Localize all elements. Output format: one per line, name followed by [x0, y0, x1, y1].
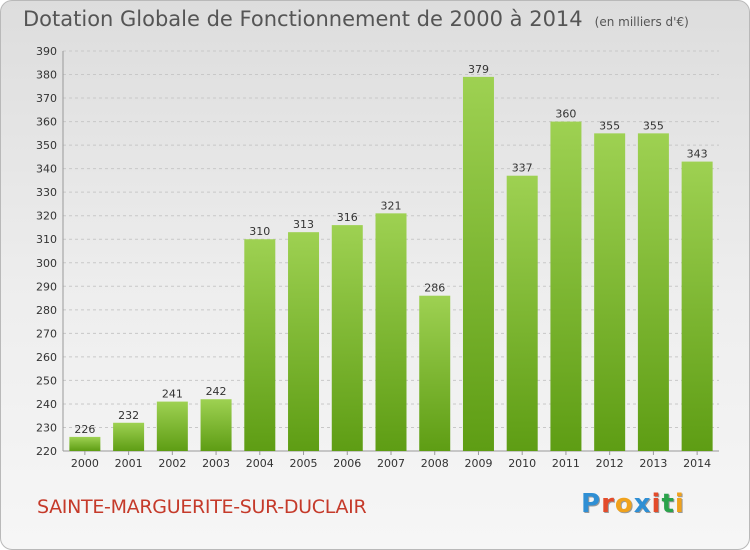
y-tick-label: 300	[36, 257, 57, 270]
y-tick-label: 390	[36, 45, 57, 58]
data-label-2014: 343	[687, 148, 708, 161]
x-tick-label: 2014	[683, 457, 711, 470]
logo-letter: i	[674, 489, 685, 519]
x-tick-label: 2009	[464, 457, 492, 470]
data-label-2011: 360	[555, 108, 576, 121]
logo-letter: t	[661, 489, 675, 519]
y-tick-label: 230	[36, 421, 57, 434]
y-tick-label: 310	[36, 233, 57, 246]
y-tick-label: 290	[36, 280, 57, 293]
logo-letter: P	[581, 489, 602, 519]
bar-2002	[156, 401, 188, 451]
data-label-2007: 321	[381, 199, 402, 212]
bar-2010	[506, 175, 538, 452]
x-tick-label: 2008	[421, 457, 449, 470]
x-tick-labels: 2000 2001 2002 2003 2004 2005 2006 2007 2008 2009…	[71, 457, 711, 470]
x-tick-label: 2002	[158, 457, 186, 470]
data-label-2005: 313	[293, 218, 314, 231]
bar-2006	[331, 225, 363, 451]
y-tick-label: 260	[36, 351, 57, 364]
x-tick-label: 2012	[596, 457, 624, 470]
y-tick-label: 280	[36, 304, 57, 317]
y-tick-labels: 220 230 240 250 260 270 280 290 300 310 320 330 340 3…	[36, 45, 57, 458]
x-tick-label: 2007	[377, 457, 405, 470]
data-label-2010: 337	[512, 162, 533, 175]
bar-2013	[637, 133, 669, 451]
data-label-2009: 379	[468, 63, 489, 76]
chart-unit: (en milliers d'€)	[594, 15, 689, 29]
data-label-2002: 241	[162, 388, 183, 401]
x-tick-label: 2010	[508, 457, 536, 470]
logo-letter: o	[614, 489, 634, 519]
bar-2004	[244, 239, 276, 451]
data-label-2006: 316	[337, 211, 358, 224]
y-tick-label: 350	[36, 139, 57, 152]
x-tick-label: 2000	[71, 457, 99, 470]
x-tick-label: 2004	[246, 457, 274, 470]
data-label-2004: 310	[249, 225, 270, 238]
data-label-2008: 286	[424, 282, 445, 295]
logo-letter: x	[633, 489, 652, 519]
logo-letter: r	[601, 489, 615, 519]
y-tick-label: 220	[36, 445, 57, 458]
y-tick-label: 360	[36, 116, 57, 129]
chart-title-text: Dotation Globale de Fonctionnement de 20…	[23, 7, 583, 31]
bar-2005	[288, 232, 320, 451]
bar-2007	[375, 213, 407, 451]
data-label-2001: 232	[118, 409, 139, 422]
bar-2008	[419, 295, 451, 451]
y-tick-label: 250	[36, 374, 57, 387]
proxiti-logo: Proxiti	[581, 489, 685, 519]
x-tick-label: 2013	[639, 457, 667, 470]
x-tick-label: 2011	[552, 457, 580, 470]
bar-2000	[69, 436, 101, 451]
data-label-2000: 226	[74, 423, 95, 436]
data-label-2012: 355	[599, 119, 620, 132]
y-tick-label: 320	[36, 210, 57, 223]
x-tick-label: 2005	[290, 457, 318, 470]
logo-letter: i	[651, 489, 662, 519]
commune-name: SAINTE-MARGUERITE-SUR-DUCLAIR	[37, 496, 367, 518]
bar-2014	[681, 161, 713, 451]
bar-2011	[550, 121, 582, 452]
x-tick-label: 2003	[202, 457, 230, 470]
chart-title: Dotation Globale de Fonctionnement de 20…	[23, 7, 689, 31]
data-label-2013: 355	[643, 119, 664, 132]
bar-2001	[113, 422, 145, 451]
y-tick-label: 340	[36, 163, 57, 176]
bar-2009	[462, 76, 494, 451]
y-tick-label: 380	[36, 69, 57, 82]
data-labels: 226 232 241 242 310 313 316 321 286 379 337 360 355 3…	[74, 63, 707, 436]
bar-2003	[200, 399, 232, 451]
bars	[69, 76, 713, 452]
x-tick-label: 2001	[115, 457, 143, 470]
y-tick-label: 330	[36, 186, 57, 199]
bar-2012	[594, 133, 626, 451]
x-tick-label: 2006	[333, 457, 361, 470]
y-tick-label: 240	[36, 398, 57, 411]
y-tick-label: 270	[36, 327, 57, 340]
y-tick-label: 370	[36, 92, 57, 105]
data-label-2003: 242	[206, 385, 227, 398]
